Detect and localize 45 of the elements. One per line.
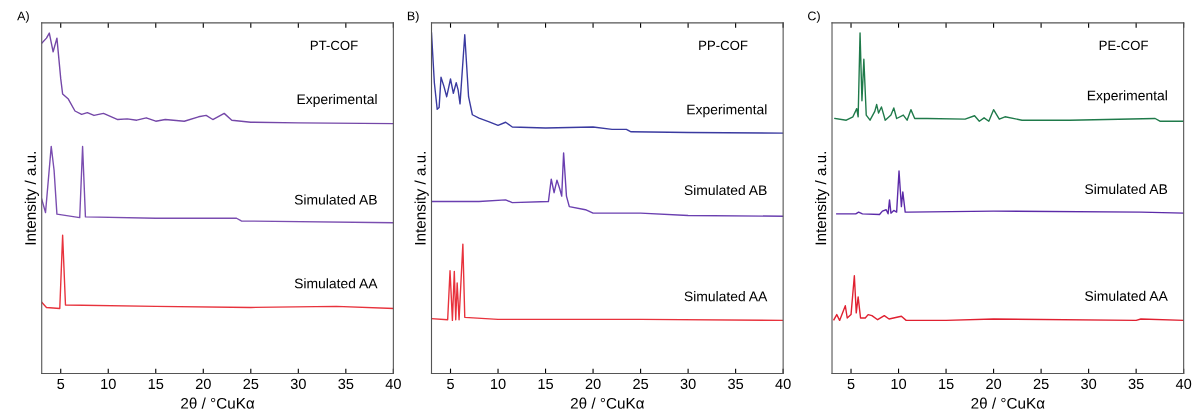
y-axis-title: Intensity / a.u. — [24, 152, 39, 245]
chart-subtitle: PP-COF — [699, 40, 748, 51]
x-tick-label: 10 — [491, 378, 506, 390]
x-tick-label: 35 — [728, 378, 744, 390]
x-tick-label: 5 — [447, 378, 454, 390]
x-tick-label: 35 — [338, 378, 354, 390]
x-tick-label: 15 — [538, 378, 554, 390]
x-tick-label: 10 — [891, 378, 907, 390]
x-tick-label: 15 — [939, 378, 954, 390]
y-axis-title: Intensity / a.u. — [815, 152, 830, 245]
series-label: Experimental — [297, 93, 377, 107]
chart-subtitle: PE-COF — [1099, 40, 1148, 51]
x-tick-label: 25 — [633, 378, 649, 390]
x-tick-label: 30 — [290, 378, 306, 390]
x-tick-label: 20 — [195, 378, 211, 390]
x-tick-label: 30 — [1081, 378, 1097, 390]
x-tick-label: 10 — [101, 378, 116, 390]
x-tick-label: 35 — [1128, 378, 1144, 390]
series-label: Experimental — [1087, 90, 1167, 104]
x-tick-label: 20 — [585, 378, 601, 390]
chart-subtitle: PT-COF — [310, 40, 358, 51]
series-label: Experimental — [687, 104, 767, 118]
x-axis-title: 2θ / °CuKα — [971, 397, 1045, 409]
x-tick-label: 20 — [986, 378, 1002, 390]
x-tick-label: 40 — [1175, 378, 1192, 390]
x-tick-label: 25 — [1033, 378, 1049, 390]
chart-title: A) — [17, 11, 29, 23]
chart-title: B) — [407, 11, 419, 23]
x-tick-label: 30 — [680, 378, 696, 390]
series-label: Simulated AB — [1085, 183, 1168, 195]
chart-title: C) — [808, 11, 820, 23]
y-axis-title: Intensity / a.u. — [414, 152, 429, 245]
series-label: Simulated AA — [684, 291, 768, 302]
x-tick-label: 15 — [148, 378, 164, 390]
series-label: Simulated AA — [294, 278, 378, 289]
x-tick-label: 5 — [847, 378, 855, 390]
x-tick-label: 5 — [57, 378, 65, 390]
x-axis-title: 2θ / °CuKα — [570, 397, 645, 409]
series-label: Simulated AA — [1085, 290, 1168, 301]
series-label: Simulated AB — [294, 194, 377, 205]
x-tick-label: 40 — [385, 378, 401, 390]
x-axis-title: 2θ / °CuKα — [181, 397, 255, 409]
x-tick-label: 25 — [243, 378, 259, 390]
series-label: Simulated AB — [684, 184, 767, 196]
x-tick-label: 40 — [775, 378, 791, 390]
